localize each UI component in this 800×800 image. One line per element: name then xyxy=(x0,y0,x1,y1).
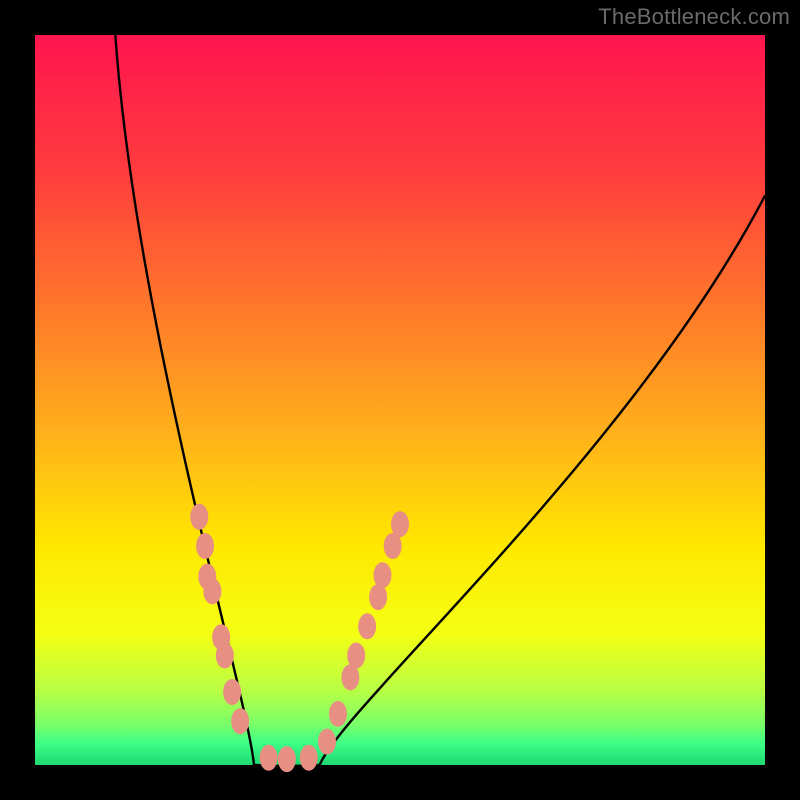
watermark-text: TheBottleneck.com xyxy=(598,4,790,30)
data-marker xyxy=(318,729,336,755)
data-marker xyxy=(369,584,387,610)
data-marker xyxy=(391,511,409,537)
plot-background xyxy=(35,35,765,765)
data-marker xyxy=(196,533,214,559)
data-marker xyxy=(231,708,249,734)
data-marker xyxy=(223,679,241,705)
data-marker xyxy=(216,643,234,669)
data-marker xyxy=(329,701,347,727)
data-marker xyxy=(190,504,208,530)
chart-container: TheBottleneck.com xyxy=(0,0,800,800)
bottleneck-chart xyxy=(0,0,800,800)
data-marker xyxy=(347,643,365,669)
data-marker xyxy=(278,746,296,772)
data-marker xyxy=(358,613,376,639)
data-marker xyxy=(260,745,278,771)
data-marker xyxy=(373,562,391,588)
data-marker xyxy=(300,745,318,771)
data-marker xyxy=(203,578,221,604)
